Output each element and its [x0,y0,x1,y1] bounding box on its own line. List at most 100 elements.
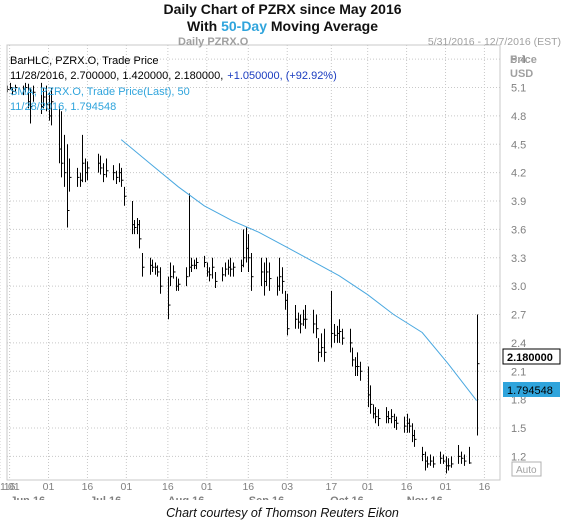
price-bar [160,267,163,294]
price-bar [82,134,85,183]
legend-line-1: BarHLC, PZRX.O, Trade Price [10,55,159,67]
price-bar [279,257,282,291]
price-bar [339,319,342,343]
y-tick-label: 2.4 [511,338,526,350]
subtitle-accent: 50-Day [221,18,267,34]
x-month-label: Oct 16 [330,495,364,500]
price-bar [316,314,319,339]
y-tick-label: 5.1 [511,83,526,95]
price-bar [77,167,80,187]
axis-title-currency: USD [510,68,533,80]
price-bar [370,385,373,414]
legend-line-2: 11/28/2016, 2.700000, 1.420000, 2.180000… [10,70,337,82]
chart-symbol-label: Daily PZRX.O [178,36,249,48]
y-tick-label: 1.2 [511,451,526,463]
price-bar [103,163,106,183]
price-bar [378,409,381,427]
price-bar [251,253,254,291]
price-bar [209,267,212,282]
x-day-tick-label: 01 [43,481,55,493]
grid [0,45,500,480]
legend-line-3: SMA, PZRX.O, Trade Price(Last), 50 [10,86,190,98]
price-bar [321,333,324,358]
price-bar [33,85,36,102]
y-tick-label: 4.5 [511,139,526,151]
price-bar [458,445,461,464]
price-bar [191,257,194,272]
price-tag-label: 2.180000 [507,352,553,364]
price-bar [313,309,316,334]
price-bar [61,111,64,178]
price-bar [142,253,145,277]
x-day-tick-label: 01 [0,481,6,493]
y-tick-label: 3.9 [511,196,526,208]
y-tick-label: 4.2 [511,168,526,180]
price-bar [15,84,18,93]
price-bar [106,158,109,178]
price-bar [357,352,360,376]
sma-line [120,139,477,401]
price-bar [409,418,412,433]
price-bar [448,458,451,471]
x-day-tick-label: 16 [479,481,491,493]
x-month-label: Sep 16 [249,495,284,500]
price-bar [396,416,399,430]
x-month-label: Aug 16 [168,495,205,500]
price-bar [43,87,46,109]
price-bar [352,347,355,367]
price-bar [375,407,378,424]
price-bar [282,267,285,294]
x-day-tick-label: 01 [201,481,213,493]
chart-subtitle: With 50-Day Moving Average [0,18,565,34]
tick-labels: 1.2 1.5 1.8 2.1 2.4 2.7 3.0 3.3 3.6 3.9 4.2 4.5 4.8 5… [0,54,526,500]
plot-frame [6,44,501,481]
date-range-label: 5/31/2016 - 12/7/2016 (EST) [428,36,561,48]
price-bar [300,314,303,334]
price-bar [451,456,454,468]
price-bar [269,262,272,291]
x-day-tick-label: 01 [121,481,133,493]
y-tick-label: 3.0 [511,281,526,293]
price-bar [64,134,67,187]
legend-values: 11/28/2016, 2.700000, 1.420000, 2.180000… [10,70,223,82]
price-bar [69,158,72,192]
price-bar [350,328,353,353]
price-bar [243,229,246,268]
price-bar [152,259,155,272]
x-day-tick-label: 01 [440,481,452,493]
price-bar [295,305,298,329]
price-bar [157,265,160,277]
price-bar [391,409,394,424]
auto-scale-button[interactable]: Auto [511,461,542,477]
price-bar [324,328,327,362]
price-bar [170,262,173,287]
x-day-tick-label: 16 [401,481,413,493]
price-bar [318,338,321,362]
price-bar [414,429,417,447]
price-chart: 1.2 1.5 1.8 2.1 2.4 2.7 3.0 3.3 3.6 3.9 4.2 4.5 4.8 5… [0,36,561,500]
legend-change: +1.050000, (+92.92%) [227,70,336,82]
price-bar [388,410,391,424]
price-bar [427,456,430,468]
price-bar [87,161,90,181]
price-bar [100,155,103,175]
price-bar [464,454,467,466]
price-bar [215,271,218,289]
x-day-tick-label: 17 [325,481,337,493]
x-day-tick-label: 16 [82,481,94,493]
price-bar [116,170,119,185]
price-bars [7,82,480,474]
y-tick-label: 1.8 [511,395,526,407]
price-bar [477,314,480,436]
x-day-tick-label: 16 [4,481,16,493]
price-bar [46,85,49,112]
price-bar [121,167,124,187]
x-day-tick-label: 03 [281,481,293,493]
price-bar [196,257,199,270]
price-bar [139,219,142,249]
legend-line-4: 11/28/2016, 1.794548 [10,101,116,113]
price-bar [12,87,15,96]
price-bar [230,257,233,277]
y-tick-label: 2.1 [511,366,526,378]
price-bar [168,276,171,320]
